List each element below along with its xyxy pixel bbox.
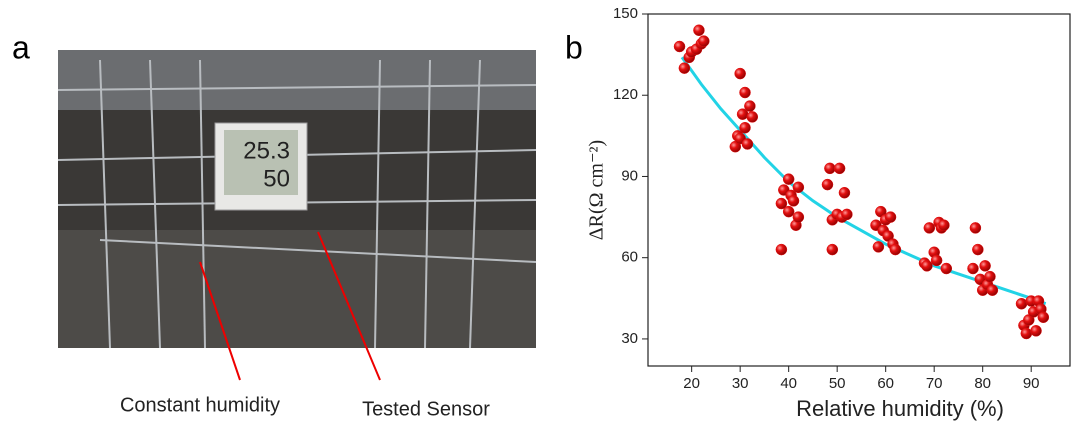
- data-point: [872, 241, 885, 253]
- data-point: [826, 243, 839, 256]
- data-point: [792, 181, 805, 194]
- y-tick-label: 150: [613, 5, 638, 22]
- x-tick-label: 50: [829, 375, 846, 392]
- data-point: [821, 178, 834, 191]
- data-point: [1030, 325, 1042, 337]
- x-tick-label: 90: [1023, 375, 1040, 392]
- y-tick-label: 30: [621, 330, 638, 347]
- x-axis-title: Relative humidity (%): [796, 396, 1004, 421]
- x-tick-label: 30: [732, 375, 749, 392]
- y-tick-label: 90: [621, 167, 638, 184]
- y-tick-label: 120: [613, 86, 638, 103]
- data-point: [744, 100, 756, 112]
- data-point: [787, 195, 800, 207]
- plot-frame: [647, 13, 1071, 367]
- data-point: [698, 35, 710, 47]
- data-point: [678, 62, 691, 74]
- data-point: [775, 197, 788, 210]
- x-tick-label: 80: [974, 375, 991, 392]
- data-point: [938, 219, 950, 231]
- data-point: [1020, 327, 1033, 340]
- data-point: [739, 86, 751, 99]
- data-point: [967, 262, 979, 275]
- data-point: [673, 40, 686, 53]
- data-point: [734, 67, 746, 80]
- y-axis-title: ΔR(Ω cm⁻²): [586, 140, 608, 240]
- data-point: [940, 262, 953, 275]
- data-point: [986, 284, 999, 296]
- x-tick-label: 20: [683, 375, 700, 392]
- data-point: [838, 186, 851, 199]
- data-point: [1015, 297, 1028, 310]
- x-tick-label: 60: [877, 375, 894, 392]
- data-point: [972, 243, 984, 256]
- data-point: [792, 211, 805, 223]
- data-point: [884, 211, 897, 223]
- panel-label: b: [565, 29, 583, 65]
- data-point: [824, 162, 836, 175]
- display-humidity: 50: [263, 165, 290, 192]
- annotation: Tested Sensor: [362, 398, 490, 420]
- x-tick-label: 40: [780, 375, 797, 392]
- data-point: [969, 222, 982, 234]
- data-point: [984, 270, 996, 283]
- data-point: [746, 111, 759, 123]
- data-point: [693, 24, 705, 36]
- data-point: [782, 205, 795, 218]
- data-point: [979, 260, 991, 272]
- data-point: [889, 243, 902, 256]
- data-point: [921, 260, 933, 272]
- data-point: [782, 173, 795, 185]
- display-temperature: 25.3: [243, 137, 290, 164]
- fit-curve: [680, 56, 1047, 306]
- x-tick-label: 70: [926, 375, 943, 392]
- data-point: [923, 222, 936, 234]
- panel-label: a: [12, 29, 30, 65]
- photo: 25.3 50: [57, 50, 537, 381]
- data-point: [775, 243, 788, 256]
- data-point: [841, 208, 853, 221]
- data-point: [1037, 311, 1050, 324]
- data-point: [833, 162, 846, 175]
- y-tick-label: 60: [621, 249, 638, 266]
- annotation: Constant humidity: [120, 394, 280, 416]
- data-point: [930, 254, 943, 267]
- data-point: [741, 138, 754, 150]
- data-point: [739, 121, 751, 134]
